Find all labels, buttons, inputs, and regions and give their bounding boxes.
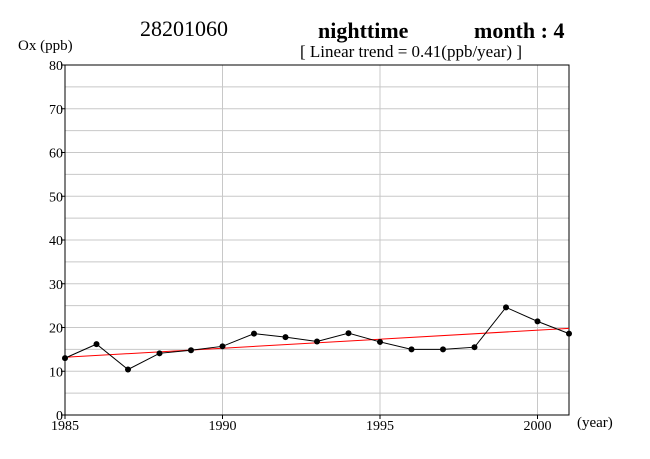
- x-tick-label: 1990: [209, 419, 237, 434]
- y-tick-label: 50: [49, 190, 63, 205]
- y-tick-label: 80: [49, 59, 63, 74]
- series-line: [64, 306, 570, 371]
- month-label: month : 4: [474, 18, 565, 43]
- y-tick-label: 0: [56, 409, 63, 424]
- series: [62, 304, 572, 373]
- data-point: [93, 341, 100, 348]
- data-point: [345, 330, 352, 337]
- y-tick-label: 20: [49, 322, 63, 337]
- trend-text: [ Linear trend = 0.41(ppb/year) ]: [300, 42, 522, 61]
- y-axis: 0 10 20 30 40 50 60 70 80: [49, 59, 65, 424]
- data-point: [503, 304, 509, 311]
- data-point: [471, 344, 478, 351]
- y-tick-label: 70: [49, 103, 63, 118]
- data-point: [156, 350, 163, 357]
- y-axis-label: Ox (ppb): [18, 38, 73, 54]
- x-axis-label: (year): [577, 415, 613, 431]
- grid: [65, 65, 569, 415]
- data-point: [282, 334, 289, 341]
- data-point: [219, 343, 226, 350]
- data-point: [440, 346, 446, 353]
- y-tick-label: 30: [49, 278, 63, 293]
- data-point: [534, 318, 541, 325]
- x-tick-label: 1985: [51, 419, 79, 434]
- data-point: [125, 366, 131, 373]
- data-point: [408, 346, 415, 353]
- data-point: [251, 330, 257, 337]
- x-tick-label: 1995: [366, 419, 394, 434]
- x-axis: 1985 1990 1995 2000: [51, 415, 552, 434]
- y-tick-label: 60: [49, 147, 63, 162]
- period-label: nighttime: [318, 18, 409, 43]
- data-point: [566, 330, 572, 337]
- y-tick-label: 10: [49, 365, 63, 380]
- station-id: 28201060: [140, 16, 228, 41]
- x-tick-label: 2000: [524, 419, 552, 434]
- data-point: [377, 338, 383, 345]
- data-point: [314, 338, 320, 345]
- y-tick-label: 40: [49, 234, 63, 249]
- data-point: [188, 347, 194, 354]
- data-point: [62, 355, 68, 362]
